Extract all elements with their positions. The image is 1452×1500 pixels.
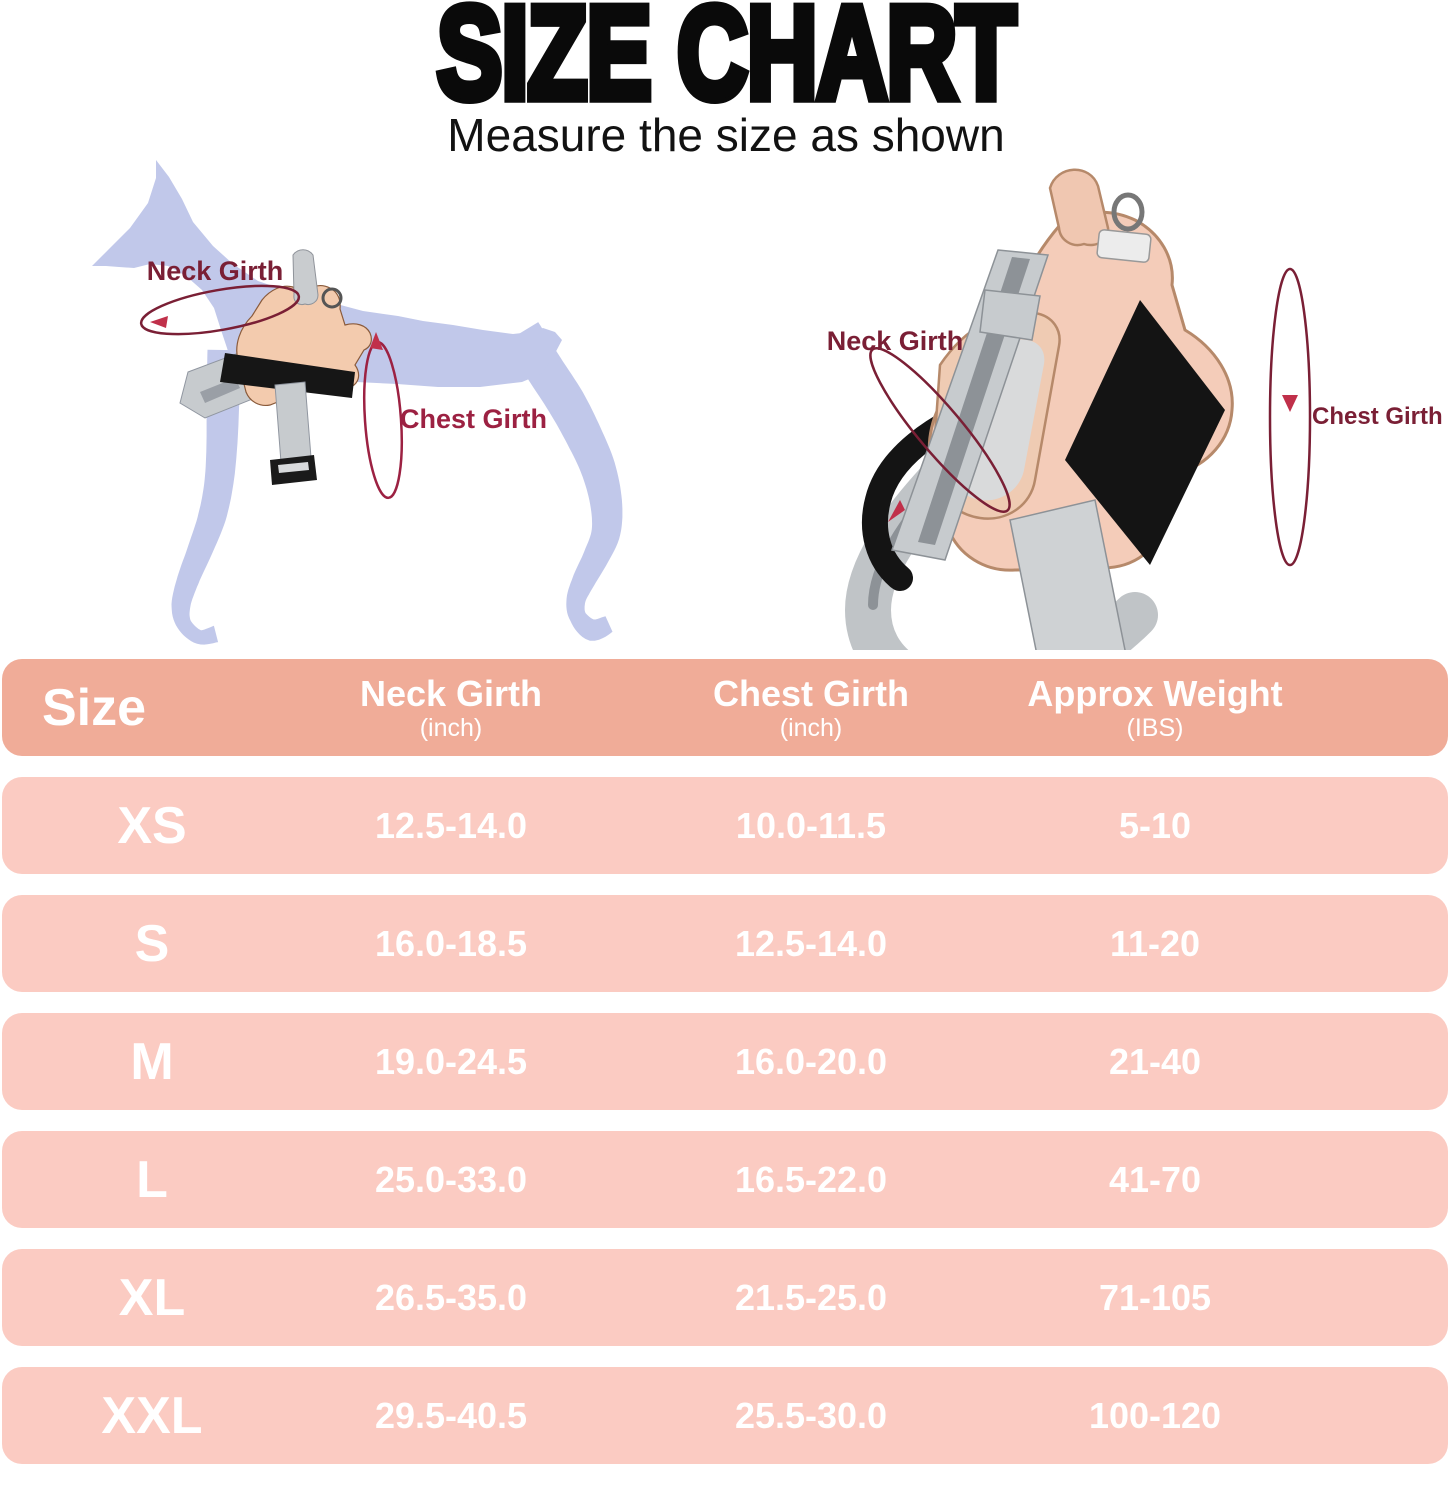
svg-text:Neck Girth: Neck Girth [827, 326, 964, 356]
svg-text:Chest Girth: Chest Girth [1312, 403, 1443, 430]
svg-text:Neck Girth: Neck Girth [147, 256, 284, 286]
svg-text:Chest Girth: Chest Girth [400, 404, 547, 434]
